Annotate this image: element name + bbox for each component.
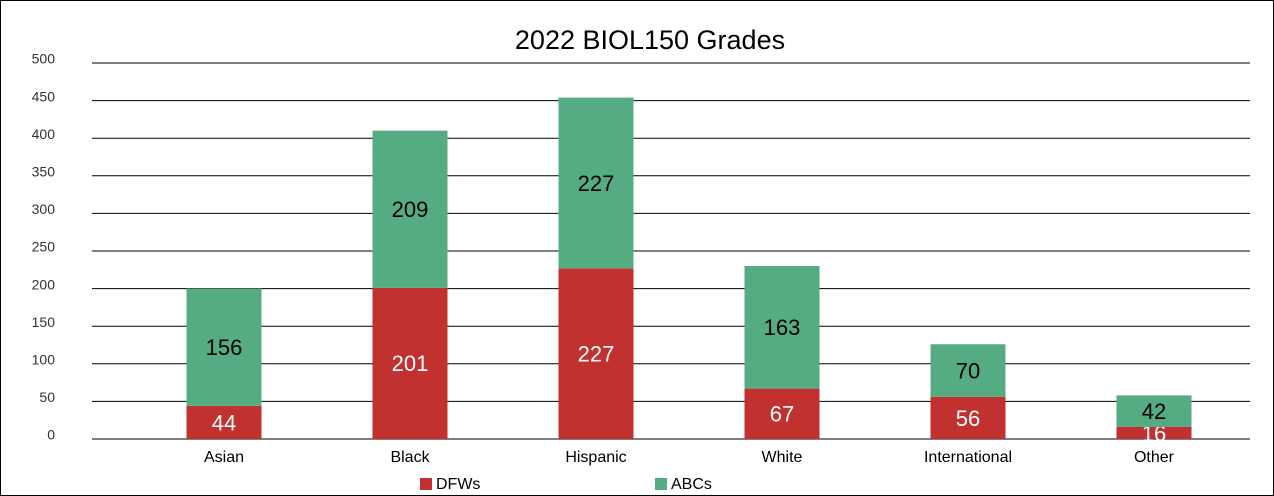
legend-swatch <box>420 478 432 490</box>
legend-label: ABCs <box>671 476 712 493</box>
bar-segment <box>1116 426 1192 439</box>
bar-segment <box>372 287 448 439</box>
y-tick-label: 400 <box>32 126 56 142</box>
y-tick-label: 50 <box>39 389 55 405</box>
bar-segment <box>372 130 448 288</box>
y-tick-label: 500 <box>32 51 56 67</box>
data-label: 201 <box>392 351 429 376</box>
bar-segment <box>930 396 1006 439</box>
x-tick-label: Black <box>390 449 430 466</box>
bar-segment <box>1116 395 1192 427</box>
data-label: 209 <box>392 197 429 222</box>
y-tick-label: 200 <box>32 276 56 292</box>
bar-segment <box>186 288 262 406</box>
x-tick-label: Asian <box>204 449 244 466</box>
bar-segment <box>558 268 634 439</box>
data-label: 163 <box>764 315 801 340</box>
data-label: 70 <box>956 358 980 383</box>
y-tick-label: 150 <box>32 314 56 330</box>
bar-segment <box>558 97 634 269</box>
y-tick-label: 250 <box>32 239 56 255</box>
x-tick-label: White <box>762 449 803 466</box>
data-label: 67 <box>770 402 794 427</box>
data-label: 42 <box>1142 399 1166 424</box>
data-label: 227 <box>578 341 615 366</box>
data-label: 44 <box>212 410 236 435</box>
chart-title: 2022 BIOL150 Grades <box>515 25 785 55</box>
legend-swatch <box>655 478 667 490</box>
data-label: 56 <box>956 406 980 431</box>
y-tick-label: 350 <box>32 164 56 180</box>
data-label: 156 <box>206 335 243 360</box>
y-tick-label: 0 <box>47 427 55 443</box>
x-tick-label: Other <box>1134 449 1175 466</box>
x-tick-label: Hispanic <box>565 449 626 466</box>
data-label: 227 <box>578 171 615 196</box>
legend-label: DFWs <box>436 476 480 493</box>
bar-segment <box>930 344 1006 397</box>
bar-segment <box>744 388 820 439</box>
y-tick-label: 100 <box>32 352 56 368</box>
x-tick-label: International <box>924 449 1012 466</box>
y-tick-label: 300 <box>32 201 56 217</box>
y-tick-label: 450 <box>32 88 56 104</box>
bar-segment <box>744 266 820 389</box>
bar-segment <box>186 405 262 439</box>
